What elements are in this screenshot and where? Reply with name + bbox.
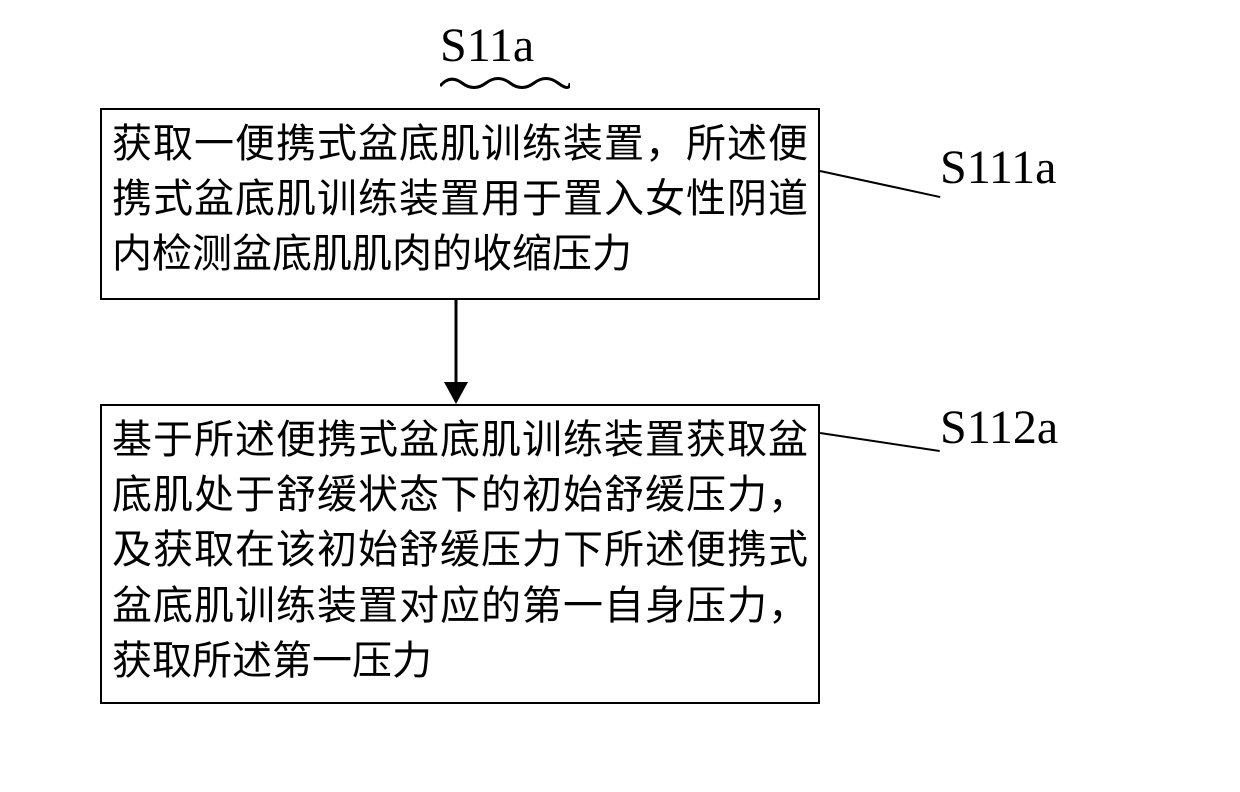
flow-step-s112a: 基于所述便携式盆底肌训练装置获取盆底肌处于舒缓状态下的初始舒缓压力，及获取在该初…	[100, 404, 820, 704]
diagram-title: S11a	[440, 18, 534, 73]
step-label-s112a: S112a	[940, 400, 1058, 455]
arrow-down-icon	[436, 300, 476, 409]
connector-line	[820, 432, 940, 452]
title-underline	[440, 74, 570, 92]
flow-step-s111a: 获取一便携式盆底肌训练装置，所述便携式盆底肌训练装置用于置入女性阴道内检测盆底肌…	[100, 108, 820, 300]
connector-line	[820, 170, 940, 198]
step-label-s111a: S111a	[940, 140, 1056, 195]
